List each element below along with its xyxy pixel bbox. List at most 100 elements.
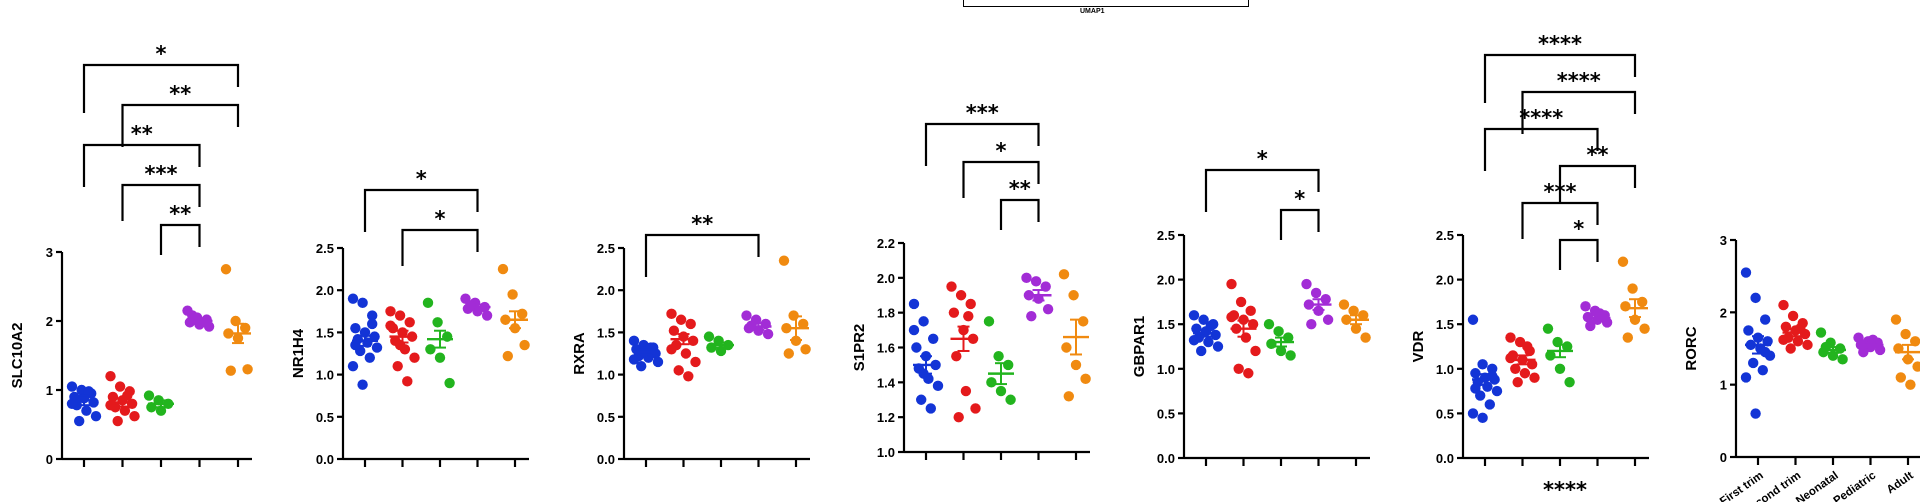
data-point (666, 308, 677, 320)
data-point (425, 344, 436, 355)
y-tick-label: 0.5 (1157, 406, 1175, 421)
data-point (347, 360, 359, 372)
y-tick-label: 1.6 (877, 341, 895, 356)
data-point (948, 307, 960, 318)
y-tick-label: 1.4 (877, 375, 896, 390)
data-point (517, 308, 528, 320)
data-point (1750, 292, 1761, 304)
data-point (1780, 321, 1792, 332)
data-point (1554, 363, 1566, 374)
data-point (741, 310, 752, 321)
data-point (1030, 276, 1042, 287)
data-point (367, 310, 378, 321)
data-point (1484, 399, 1495, 410)
data-point (1058, 269, 1070, 280)
data-point (1283, 332, 1294, 343)
data-point (970, 403, 981, 414)
y-tick-label: 2.0 (316, 283, 334, 298)
data-point (690, 356, 701, 368)
data-point (434, 352, 446, 363)
y-tick-label: 1 (46, 383, 53, 398)
data-point (986, 377, 997, 388)
data-point (1564, 376, 1575, 388)
significance-stars: ** (169, 202, 191, 226)
data-point (404, 317, 415, 328)
data-point (347, 293, 359, 304)
data-point (1580, 301, 1591, 312)
data-point (1837, 354, 1848, 365)
significance-stars: **** (1519, 106, 1563, 130)
data-point (1320, 294, 1331, 305)
significance-stars: * (1573, 217, 1584, 241)
significance-bracket (1558, 164, 1637, 202)
data-point (1510, 363, 1521, 374)
y-axis-label: RORC (1683, 326, 1700, 370)
data-point (928, 333, 939, 344)
umap-axis-label: UMAP1 (1080, 8, 1105, 15)
data-point (1003, 359, 1014, 371)
significance-bracket (82, 63, 240, 113)
data-point (143, 390, 155, 401)
y-tick-label: 2.0 (877, 271, 895, 286)
data-point (432, 317, 443, 328)
significance-bracket (1483, 53, 1637, 103)
significance-bracket (121, 183, 201, 221)
data-point (385, 306, 396, 317)
data-point (1529, 372, 1540, 383)
data-point (444, 377, 455, 389)
x-category-label: Pediatric (1832, 469, 1879, 502)
data-point (1617, 256, 1629, 267)
data-point (1890, 314, 1902, 325)
data-point (1273, 326, 1284, 337)
panel-nr1h4: 0.0 0.5 1.0 1.5 2.0 2.5 NR1H4 * * (290, 167, 530, 467)
data-point (1785, 343, 1796, 354)
y-tick-label: 0.5 (316, 410, 334, 425)
data-point (800, 344, 811, 355)
significance-bracket (159, 223, 201, 255)
data-point (783, 348, 794, 359)
y-axis-label: SLC10A2 (9, 323, 26, 389)
data-point (402, 376, 413, 387)
data-point (394, 310, 406, 321)
data-point (112, 415, 123, 427)
data-point (350, 339, 361, 351)
y-tick-label: 0.0 (597, 452, 615, 467)
data-point (946, 281, 957, 292)
data-point (1519, 368, 1531, 379)
y-tick-label: 2.5 (597, 241, 615, 256)
data-point (960, 385, 972, 397)
data-point (1512, 376, 1523, 388)
data-point (680, 348, 692, 359)
y-tick-label: 1.2 (877, 410, 895, 425)
y-tick-label: 2.0 (597, 283, 615, 298)
data-point (1467, 314, 1479, 325)
data-point (1061, 342, 1072, 353)
data-point (685, 318, 696, 330)
data-point (1306, 319, 1317, 330)
data-point (83, 386, 95, 397)
data-point (1348, 305, 1359, 317)
significance-stars: **** (1557, 69, 1601, 93)
y-tick-label: 1.5 (597, 325, 615, 340)
data-point (908, 298, 920, 310)
data-point (119, 405, 131, 416)
data-point (1778, 299, 1789, 311)
data-point (1542, 323, 1554, 334)
data-point (1912, 361, 1920, 372)
significance-bracket (1558, 238, 1599, 270)
data-point (983, 316, 995, 327)
data-point (1360, 332, 1371, 343)
data-point (963, 310, 974, 322)
data-point (394, 339, 406, 351)
data-point (762, 328, 774, 340)
data-point (1021, 272, 1032, 284)
significance-bracket (1279, 208, 1320, 240)
data-point (1858, 346, 1869, 358)
data-point (1070, 359, 1082, 371)
y-tick-label: 1.0 (316, 368, 334, 383)
significance-stars: *** (1544, 180, 1577, 204)
significance-stars: ** (1009, 177, 1031, 201)
data-point (1792, 336, 1804, 347)
data-point (1487, 363, 1498, 374)
